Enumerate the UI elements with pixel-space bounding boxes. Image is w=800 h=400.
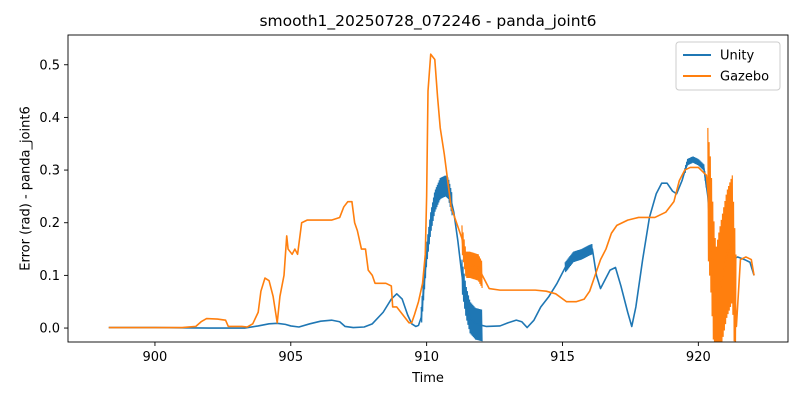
x-tick-label: 900 <box>143 350 168 365</box>
legend: Unity Gazebo <box>675 41 781 91</box>
legend-label-unity: Unity <box>720 49 754 64</box>
y-axis-label: Error (rad) - panda_joint6 <box>19 106 34 270</box>
series-gazebo <box>108 53 755 342</box>
y-tick-label: 0.1 <box>39 269 60 284</box>
y-tick-label: 0.2 <box>39 216 60 231</box>
series-gazebo-line <box>108 53 755 329</box>
series-gazebo-oscillation-1 <box>707 127 737 342</box>
legend-label-gazebo: Gazebo <box>720 70 769 85</box>
axes: 900 905 910 915 920 0.0 0.1 0.2 0.3 0.4 0.5 <box>39 34 789 365</box>
y-tick-label: 0.4 <box>39 111 60 126</box>
y-tick-label: 0.3 <box>39 164 60 179</box>
x-axis-label: Time <box>411 371 444 386</box>
y-tick-label: 0.5 <box>39 58 60 73</box>
series-layer <box>108 53 755 342</box>
series-unity-line <box>108 158 755 329</box>
x-tick-label: 910 <box>414 350 439 365</box>
x-tick-label: 920 <box>686 350 711 365</box>
y-tick-label: 0.0 <box>39 322 60 337</box>
x-tick-label: 905 <box>278 350 303 365</box>
x-tick-label: 915 <box>550 350 575 365</box>
plot-frame <box>67 34 789 343</box>
chart-title: smooth1_20250728_072246 - panda_joint6 <box>259 12 596 31</box>
